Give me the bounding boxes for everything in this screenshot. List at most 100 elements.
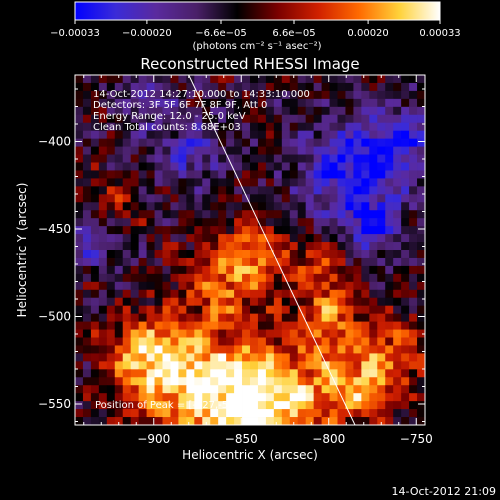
heatmap-cell (170, 154, 179, 163)
heatmap-cell (122, 218, 132, 227)
heatmap-cell (162, 154, 171, 163)
heatmap-cell (417, 210, 425, 219)
heatmap-cell (409, 90, 418, 100)
heatmap-cell (75, 178, 84, 187)
heatmap-cell (178, 353, 187, 362)
heatmap-cell (202, 297, 211, 307)
heatmap-cell (130, 226, 140, 235)
colorbar-tick-label: 6.6e−05 (272, 28, 315, 39)
heatmap-cell (170, 162, 179, 171)
heatmap-cell (353, 162, 362, 171)
heatmap-cell (162, 90, 171, 100)
heatmap-cell (297, 377, 307, 386)
heatmap-cell (257, 202, 267, 211)
heatmap-cell (305, 345, 315, 354)
heatmap-cell (265, 329, 275, 338)
heatmap-cell (146, 345, 155, 354)
heatmap-cell (218, 281, 227, 291)
heatmap-cell (417, 226, 425, 235)
heatmap-cell (329, 186, 338, 195)
heatmap-cell (218, 218, 227, 227)
heatmap-cell (297, 345, 307, 354)
heatmap-cell (226, 234, 235, 243)
heatmap-cell (329, 297, 338, 307)
heatmap-cell (377, 122, 386, 132)
heatmap-cell (138, 273, 147, 283)
heatmap-cell (186, 98, 195, 108)
heatmap-cell (154, 106, 163, 116)
heatmap-cell (401, 265, 410, 275)
heatmap-cell (401, 202, 410, 211)
heatmap-cell (337, 234, 346, 243)
heatmap-cell (297, 106, 307, 116)
heatmap-cell (250, 226, 259, 235)
heatmap-cell (297, 321, 307, 330)
heatmap-cell (154, 265, 163, 275)
heatmap-cell (361, 337, 370, 346)
heatmap-cell (178, 202, 187, 211)
heatmap-cell (146, 377, 155, 386)
heatmap-cell (75, 329, 84, 338)
heatmap-cell (138, 234, 147, 243)
heatmap-cell (122, 385, 132, 394)
heatmap-cell (337, 138, 346, 147)
heatmap-cell (202, 218, 211, 227)
heatmap-cell (377, 242, 386, 251)
heatmap-cell (369, 114, 378, 124)
heatmap-cell (138, 409, 147, 418)
heatmap-cell (154, 202, 163, 211)
heatmap-cell (250, 162, 259, 171)
heatmap-cell (337, 226, 346, 235)
heatmap-cell (194, 242, 203, 251)
heatmap-cell (122, 122, 132, 132)
heatmap-cell (329, 162, 338, 171)
heatmap-cell (305, 393, 315, 402)
heatmap-cell (90, 337, 100, 346)
heatmap-cell (281, 154, 291, 163)
heatmap-cell (281, 250, 291, 259)
heatmap-cell (401, 82, 410, 92)
heatmap-cell (194, 234, 203, 243)
heatmap-cell (106, 361, 116, 370)
heatmap-cell (361, 321, 370, 330)
heatmap-cell (297, 218, 307, 227)
heatmap-cell (313, 170, 322, 179)
heatmap-cell (289, 313, 299, 322)
heatmap-cell (218, 329, 227, 338)
heatmap-cell (106, 114, 116, 124)
heatmap-cell (393, 186, 402, 195)
heatmap-cell (273, 122, 283, 132)
heatmap-cell (242, 353, 251, 362)
heatmap-cell (218, 122, 227, 132)
heatmap-cell (361, 98, 370, 108)
heatmap-cell (250, 90, 259, 100)
heatmap-cell (202, 106, 211, 116)
heatmap-cell (369, 146, 378, 155)
heatmap-cell (361, 265, 370, 275)
heatmap-cell (186, 170, 195, 179)
heatmap-cell (234, 281, 243, 291)
heatmap-cell (273, 297, 283, 307)
heatmap-cell (122, 289, 132, 299)
colorbar-label: (photons cm⁻² s⁻¹ asec⁻²) (192, 41, 321, 52)
heatmap-cell (90, 154, 100, 163)
heatmap-cell (417, 313, 425, 322)
heatmap-cell (146, 234, 155, 243)
heatmap-cell (337, 257, 346, 267)
heatmap-cell (82, 250, 92, 259)
heatmap-cell (130, 162, 140, 171)
heatmap-cell (106, 186, 116, 195)
heatmap-cell (250, 265, 259, 275)
heatmap-cell (162, 98, 171, 108)
heatmap-cell (178, 329, 187, 338)
heatmap-cell (353, 138, 362, 147)
heatmap-cell (242, 106, 251, 116)
heatmap-cell (218, 337, 227, 346)
heatmap-cell (170, 401, 179, 410)
heatmap-cell (305, 210, 315, 219)
heatmap-cell (313, 82, 322, 92)
heatmap-cell (138, 226, 147, 235)
heatmap-cell (210, 75, 219, 84)
heatmap-cell (265, 130, 275, 140)
heatmap-cell (257, 337, 267, 346)
